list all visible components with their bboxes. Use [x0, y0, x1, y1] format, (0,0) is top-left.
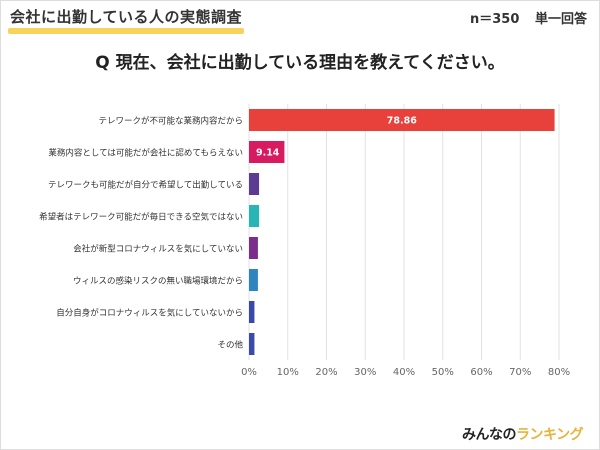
category-label: 自分自身がコロナウィルスを気にしていないから [56, 308, 243, 319]
data-label: 78.86 [387, 116, 417, 127]
bar [249, 141, 285, 163]
category-label: テレワークも可能だが自分で希望して出勤している [48, 180, 243, 191]
category-label: その他 [217, 340, 243, 351]
x-tick-label: 20% [315, 367, 337, 378]
sample-size: n＝350 [470, 12, 520, 27]
x-tick-label: 0% [241, 367, 257, 378]
bar [249, 109, 555, 131]
x-tick-label: 70% [509, 367, 531, 378]
x-tick-label: 50% [432, 367, 454, 378]
x-tick-label: 10% [277, 367, 299, 378]
site-logo: みんなのランキング [462, 424, 584, 444]
answer-type: 単一回答 [535, 12, 588, 27]
question-text: Q 現在、会社に出勤している理由を教えてください。 [95, 53, 505, 73]
category-label: 希望者はテレワーク可能だが毎日できる空気ではない [39, 212, 243, 223]
category-label: 会社が新型コロナウィルスを気にしていない [73, 244, 243, 255]
category-label: 業務内容としては可能だが会社に認めてもらえない [48, 148, 243, 159]
bar [249, 205, 260, 227]
bar [249, 269, 258, 291]
x-tick-label: 60% [470, 367, 492, 378]
bar [249, 301, 255, 323]
x-tick-label: 30% [354, 367, 376, 378]
page-title: 会社に出勤している人の実態調査 [10, 8, 243, 26]
data-label: 9.14 [256, 148, 280, 159]
title-highlight [8, 28, 244, 34]
x-tick-label: 40% [393, 367, 415, 378]
logo-text-primary: みんなの [462, 427, 517, 443]
x-tick-label: 80% [548, 367, 570, 378]
bar [249, 237, 258, 259]
category-label: テレワークが不可能な業務内容だから [98, 116, 243, 127]
bar [249, 173, 260, 195]
category-label: ウィルスの感染リスクの無い職場環境だから [73, 276, 243, 287]
logo-text-accent: ランキング [516, 427, 584, 443]
bar [249, 333, 255, 355]
